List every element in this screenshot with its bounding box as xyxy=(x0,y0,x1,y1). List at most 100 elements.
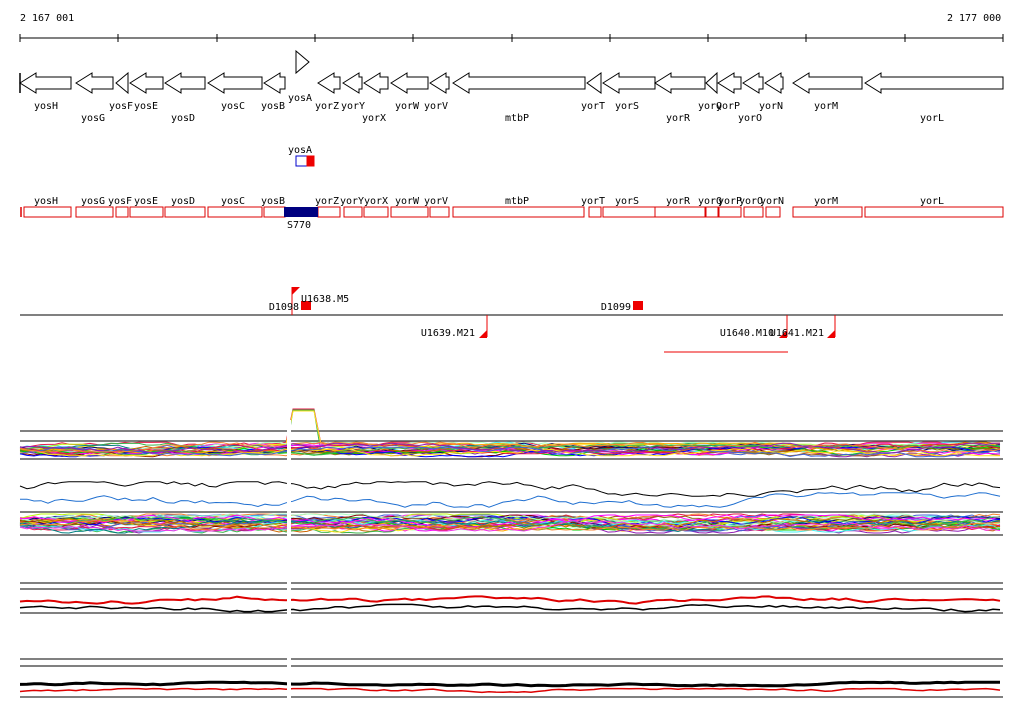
gene-label-yose: yosE xyxy=(134,101,158,112)
gene-arrow-yosa xyxy=(295,49,310,75)
profile-line xyxy=(19,446,1000,457)
expression-label-yosc: yosC xyxy=(221,196,245,207)
gene-label-yorx: yorX xyxy=(362,113,386,124)
marker-label-u1641: U1641.M21 xyxy=(770,328,824,339)
expression-label-yosf: yosF xyxy=(108,196,132,207)
expression-box-yosb xyxy=(263,206,286,218)
gene-arrow-yorl xyxy=(864,72,1004,94)
profile-line xyxy=(19,603,1001,613)
ko-gene-box-right xyxy=(306,155,315,167)
gene-arrow-yosd xyxy=(164,72,206,94)
expression-label-yorq: yorQ xyxy=(698,196,722,207)
profile-line xyxy=(19,519,1001,532)
gene-arrow-yorr xyxy=(654,72,706,94)
expression-label-yorm: yorM xyxy=(814,196,838,207)
gene-arrow-yoro xyxy=(742,72,764,94)
gene-arrow-yorv xyxy=(429,72,450,94)
marker-flag xyxy=(779,330,787,338)
gene-label-yorw: yorW xyxy=(395,101,420,112)
expression-box-yorp xyxy=(718,206,742,218)
marker-label-d1099: D1099 xyxy=(601,302,631,313)
profile-group-2 xyxy=(19,511,1003,536)
gene-label-yosg: yosG xyxy=(81,113,105,124)
gene-label-yosa: yosA xyxy=(288,93,312,104)
profile-line xyxy=(20,514,1001,528)
expression-box-yose xyxy=(129,206,164,218)
expression-label-yosg: yosG xyxy=(81,196,105,207)
gene-arrow-yorp xyxy=(717,72,742,94)
gene-arrow-yosh xyxy=(19,72,72,94)
gene-arrow-yosg xyxy=(75,72,114,94)
gene-arrow-yosb xyxy=(263,72,286,94)
profile-group-1 xyxy=(19,408,1003,508)
profile-group-4 xyxy=(19,658,1003,698)
marker-label-u1640: U1640.M10 xyxy=(720,328,774,339)
data-gap xyxy=(287,420,291,705)
gene-label-mtbp: mtbP xyxy=(505,113,529,124)
expression-box-yosf xyxy=(115,206,129,218)
expression-label-yorw: yorW xyxy=(395,196,420,207)
gene-label-yosb: yosB xyxy=(261,101,285,112)
gene-arrow-yorx xyxy=(363,72,389,94)
expression-label-yorv: yorV xyxy=(424,196,448,207)
expression-label-yory: yorY xyxy=(340,196,364,207)
profile-group-3 xyxy=(19,582,1003,614)
expression-label-mtbp: mtbP xyxy=(505,196,529,207)
profile-line xyxy=(19,513,1001,523)
gene-arrow-yorm xyxy=(792,72,863,94)
profile-line xyxy=(19,516,1001,527)
gene-label-yors: yorS xyxy=(615,101,639,112)
gene-label-yory: yorY xyxy=(341,101,365,112)
gene-label-yosf: yosF xyxy=(109,101,133,112)
gene-arrow-yors xyxy=(602,72,656,94)
marker-label-d1098: D1098 xyxy=(269,302,299,313)
gene-label-yorr: yorR xyxy=(666,113,691,124)
expression-box-yoro xyxy=(743,206,764,218)
expression-box-yosg xyxy=(75,206,114,218)
gene-arrow-yosc xyxy=(207,72,263,94)
expression-box-yorq xyxy=(705,206,719,218)
profile-line xyxy=(19,446,1001,458)
gene-label-yosc: yosC xyxy=(221,101,245,112)
marker-box-d1099 xyxy=(633,301,643,310)
expression-label-yors: yorS xyxy=(615,196,639,207)
profile-line xyxy=(19,687,1001,694)
gene-label-yorl: yorL xyxy=(920,113,944,124)
profile-line xyxy=(19,513,1001,527)
gene-label-yorq: yorQ xyxy=(698,101,722,112)
expression-box-yorz xyxy=(317,206,341,218)
gene-label-yorp: yorP xyxy=(716,101,740,112)
gene-label-yorm: yorM xyxy=(814,101,838,112)
marker-box-d1098 xyxy=(301,301,311,310)
expression-label-yose: yosE xyxy=(134,196,158,207)
expression-box-yosh xyxy=(23,206,72,218)
gene-arrow-yosf xyxy=(115,71,129,95)
gene-arrow-yorq xyxy=(705,71,718,95)
expression-box-yorr xyxy=(654,206,706,218)
ko-gene-label: yosA xyxy=(288,145,312,156)
expression-label-yosb: yosB xyxy=(261,196,285,207)
expression-label-yorp: yorP xyxy=(718,196,742,207)
gene-label-yorz: yorZ xyxy=(315,101,339,112)
gene-arrow-yory xyxy=(342,72,363,94)
segment-label: S770 xyxy=(287,220,311,231)
gene-arrow-yorw xyxy=(390,72,429,94)
expression-box-yosd xyxy=(164,206,206,218)
gene-label-yort: yorT xyxy=(581,101,605,112)
gene-arrow-yorz xyxy=(317,72,341,94)
coordinate-end: 2 177 000 xyxy=(947,13,1002,24)
profile-line xyxy=(19,492,1001,508)
marker-label-u1638: U1638.M5 xyxy=(301,294,349,305)
marker-flag xyxy=(479,330,487,338)
expression-box-yorl xyxy=(864,206,1004,218)
expression-box-yort xyxy=(588,206,602,218)
profile-line xyxy=(19,442,1000,454)
expression-label-yorx: yorX xyxy=(364,196,388,207)
gene-label-yosh: yosH xyxy=(34,101,58,112)
expression-box-yory xyxy=(343,206,363,218)
gene-label-yorv: yorV xyxy=(424,101,448,112)
expression-track: yosH yosG yosF yosE yosD yosC yosB yorZ yorY yorX… xyxy=(20,196,1004,231)
